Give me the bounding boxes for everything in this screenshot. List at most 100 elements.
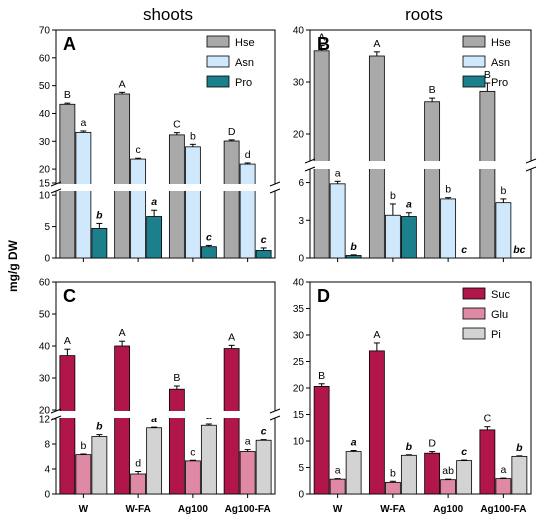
legend-swatch xyxy=(206,35,230,48)
y-tick-label: 50 xyxy=(39,310,51,321)
significance-label: d xyxy=(245,149,251,161)
panel-label: B xyxy=(317,34,330,54)
significance-label: c xyxy=(190,446,195,458)
y-tick-label: 6 xyxy=(298,178,304,189)
significance-label: c xyxy=(206,231,212,243)
axis-break-mark xyxy=(525,158,537,164)
legend-swatch xyxy=(206,55,230,68)
bar-asn xyxy=(495,202,512,259)
axis-break-band xyxy=(50,184,281,191)
significance-label: A xyxy=(228,331,235,343)
legend-label: Asn xyxy=(235,57,254,69)
axis-break-mark xyxy=(50,415,62,421)
bar-pi xyxy=(400,454,417,495)
significance-label: b xyxy=(80,440,86,452)
axis-break-mark xyxy=(50,181,62,187)
y-tick-label: 8 xyxy=(44,440,50,451)
x-tick-label: W-FA xyxy=(380,504,405,515)
axis-break-mark xyxy=(304,166,316,172)
axis-break-band xyxy=(50,411,281,418)
x-tick-label: Ag100-FA xyxy=(225,504,271,515)
bar-hse xyxy=(368,55,385,259)
axis-break-mark xyxy=(304,158,316,164)
y-tick-label: 10 xyxy=(293,437,305,448)
significance-label: a xyxy=(151,196,157,208)
bar-asn xyxy=(184,146,201,259)
y-tick-label: 5 xyxy=(44,222,50,233)
axis-break-mark xyxy=(50,188,62,194)
significance-label: b xyxy=(516,442,523,454)
significance-label: bc xyxy=(513,244,525,256)
significance-label: a xyxy=(500,464,506,476)
significance-label: b xyxy=(190,130,196,142)
title-shoots: shoots xyxy=(143,5,193,24)
legend-label: Hse xyxy=(235,37,255,49)
significance-label: b xyxy=(445,184,451,196)
legend-label: Glu xyxy=(491,309,508,321)
bar-glu xyxy=(495,478,512,495)
significance-label: b xyxy=(390,190,396,202)
bar-glu xyxy=(239,451,256,495)
significance-label: b xyxy=(96,209,103,221)
bar-hse xyxy=(223,140,240,259)
x-tick-label: Ag100 xyxy=(433,504,463,515)
axis-break-mark xyxy=(269,415,281,421)
y-tick-label: 0 xyxy=(44,254,50,265)
panel-label: D xyxy=(317,286,330,306)
bar-suc xyxy=(168,388,185,495)
x-tick-label: Ag100 xyxy=(178,504,208,515)
significance-label: b xyxy=(96,421,103,433)
y-tick-label: 0 xyxy=(44,490,50,501)
plot-frame xyxy=(55,281,276,495)
y-tick-label: 15 xyxy=(293,410,305,421)
y-tick-label: 40 xyxy=(293,278,305,289)
bar-suc xyxy=(479,429,496,495)
bar-hse xyxy=(59,103,76,259)
bar-glu xyxy=(440,479,457,495)
y-tick-label: 35 xyxy=(293,304,305,315)
bar-pi xyxy=(511,455,528,495)
bar-suc xyxy=(313,386,330,495)
legend-label: Pi xyxy=(491,329,501,341)
significance-label: b xyxy=(406,441,413,453)
y-tick-label: 25 xyxy=(293,357,305,368)
significance-label: c xyxy=(461,446,467,458)
axis-break-mark xyxy=(269,408,281,414)
y-tick-label: 20 xyxy=(293,384,305,395)
bar-hse xyxy=(114,93,131,259)
y-tick-label: 30 xyxy=(293,331,305,342)
significance-label: A xyxy=(373,38,380,50)
y-tick-label: 20 xyxy=(293,130,305,141)
significance-label: A xyxy=(64,335,71,347)
legend-label: Suc xyxy=(491,289,510,301)
y-tick-label: 50 xyxy=(39,81,51,92)
legend-label: Pro xyxy=(235,77,252,89)
bar-glu xyxy=(384,481,401,495)
significance-label: B xyxy=(484,69,491,81)
bar-glu xyxy=(184,460,201,495)
bar-pi xyxy=(91,436,108,495)
significance-label: c xyxy=(136,144,141,156)
significance-label: b xyxy=(500,185,506,197)
y-tick-label: 30 xyxy=(293,78,305,89)
significance-label: b xyxy=(350,241,357,253)
legend-swatch xyxy=(462,287,486,300)
y-tick-label: 30 xyxy=(39,374,51,385)
bar-glu xyxy=(130,473,147,495)
legend-label: Hse xyxy=(491,37,511,49)
significance-label: C xyxy=(173,119,181,131)
y-tick-label: 10 xyxy=(39,191,51,202)
bar-pro xyxy=(255,250,272,259)
y-tick-label: 40 xyxy=(39,109,51,120)
significance-label: A xyxy=(373,329,380,341)
x-tick-label: W xyxy=(333,504,343,515)
significance-label: a xyxy=(406,199,412,211)
y-tick-label: 15 xyxy=(39,179,51,190)
legend-label: Asn xyxy=(491,57,510,69)
legend-swatch xyxy=(462,35,486,48)
bar-asn xyxy=(329,183,346,259)
